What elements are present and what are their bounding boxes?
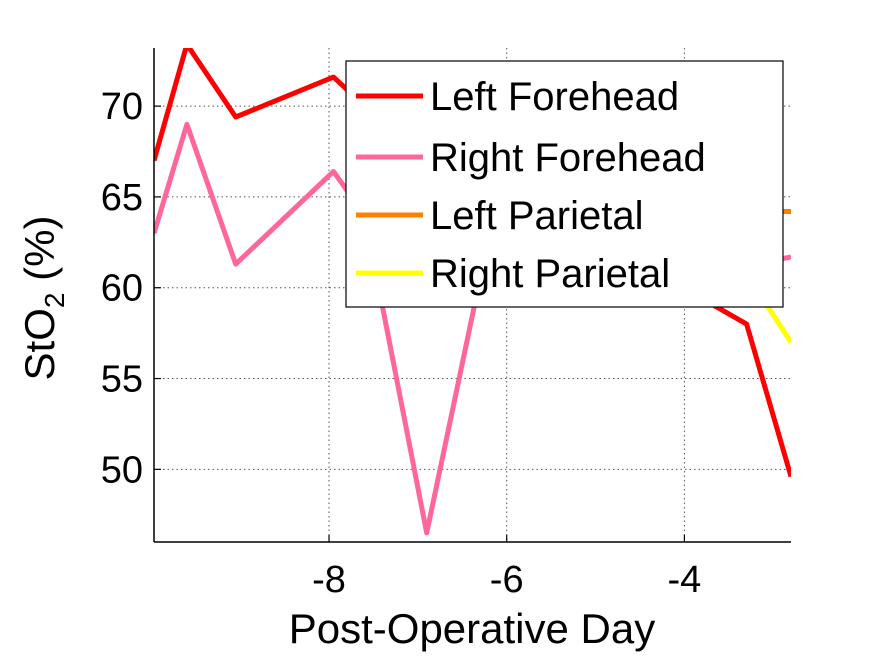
legend-label: Right Forehead	[430, 136, 706, 180]
legend-label: Right Parietal	[430, 252, 670, 296]
x-tick-label: -6	[490, 559, 524, 601]
y-tick-label: 60	[101, 268, 143, 310]
y-axis-title-subscript: 2	[39, 293, 70, 309]
legend: Left Forehead Right Forehead Left Parietal…	[345, 60, 784, 308]
legend-label: Left Parietal	[430, 194, 643, 238]
legend-label: Left Forehead	[430, 75, 679, 119]
y-tick-label: 65	[101, 177, 143, 219]
x-tick-label: -4	[667, 559, 701, 601]
y-axis-title: StO2 (%)	[16, 216, 70, 381]
x-tick-label: -8	[312, 559, 346, 601]
axis-ticks: -8 -6 -4 50 55 60 65 70	[101, 86, 702, 601]
series-line-left-forehead	[154, 48, 791, 478]
y-tick-label: 70	[101, 86, 143, 128]
y-axis-title-main: StO	[16, 308, 63, 380]
legend-box	[345, 60, 784, 308]
y-tick-label: 50	[101, 449, 143, 491]
y-axis-title-suffix: (%)	[16, 216, 63, 293]
y-tick-label: 55	[101, 359, 143, 401]
x-axis-title: Post-Operative Day	[289, 605, 655, 652]
